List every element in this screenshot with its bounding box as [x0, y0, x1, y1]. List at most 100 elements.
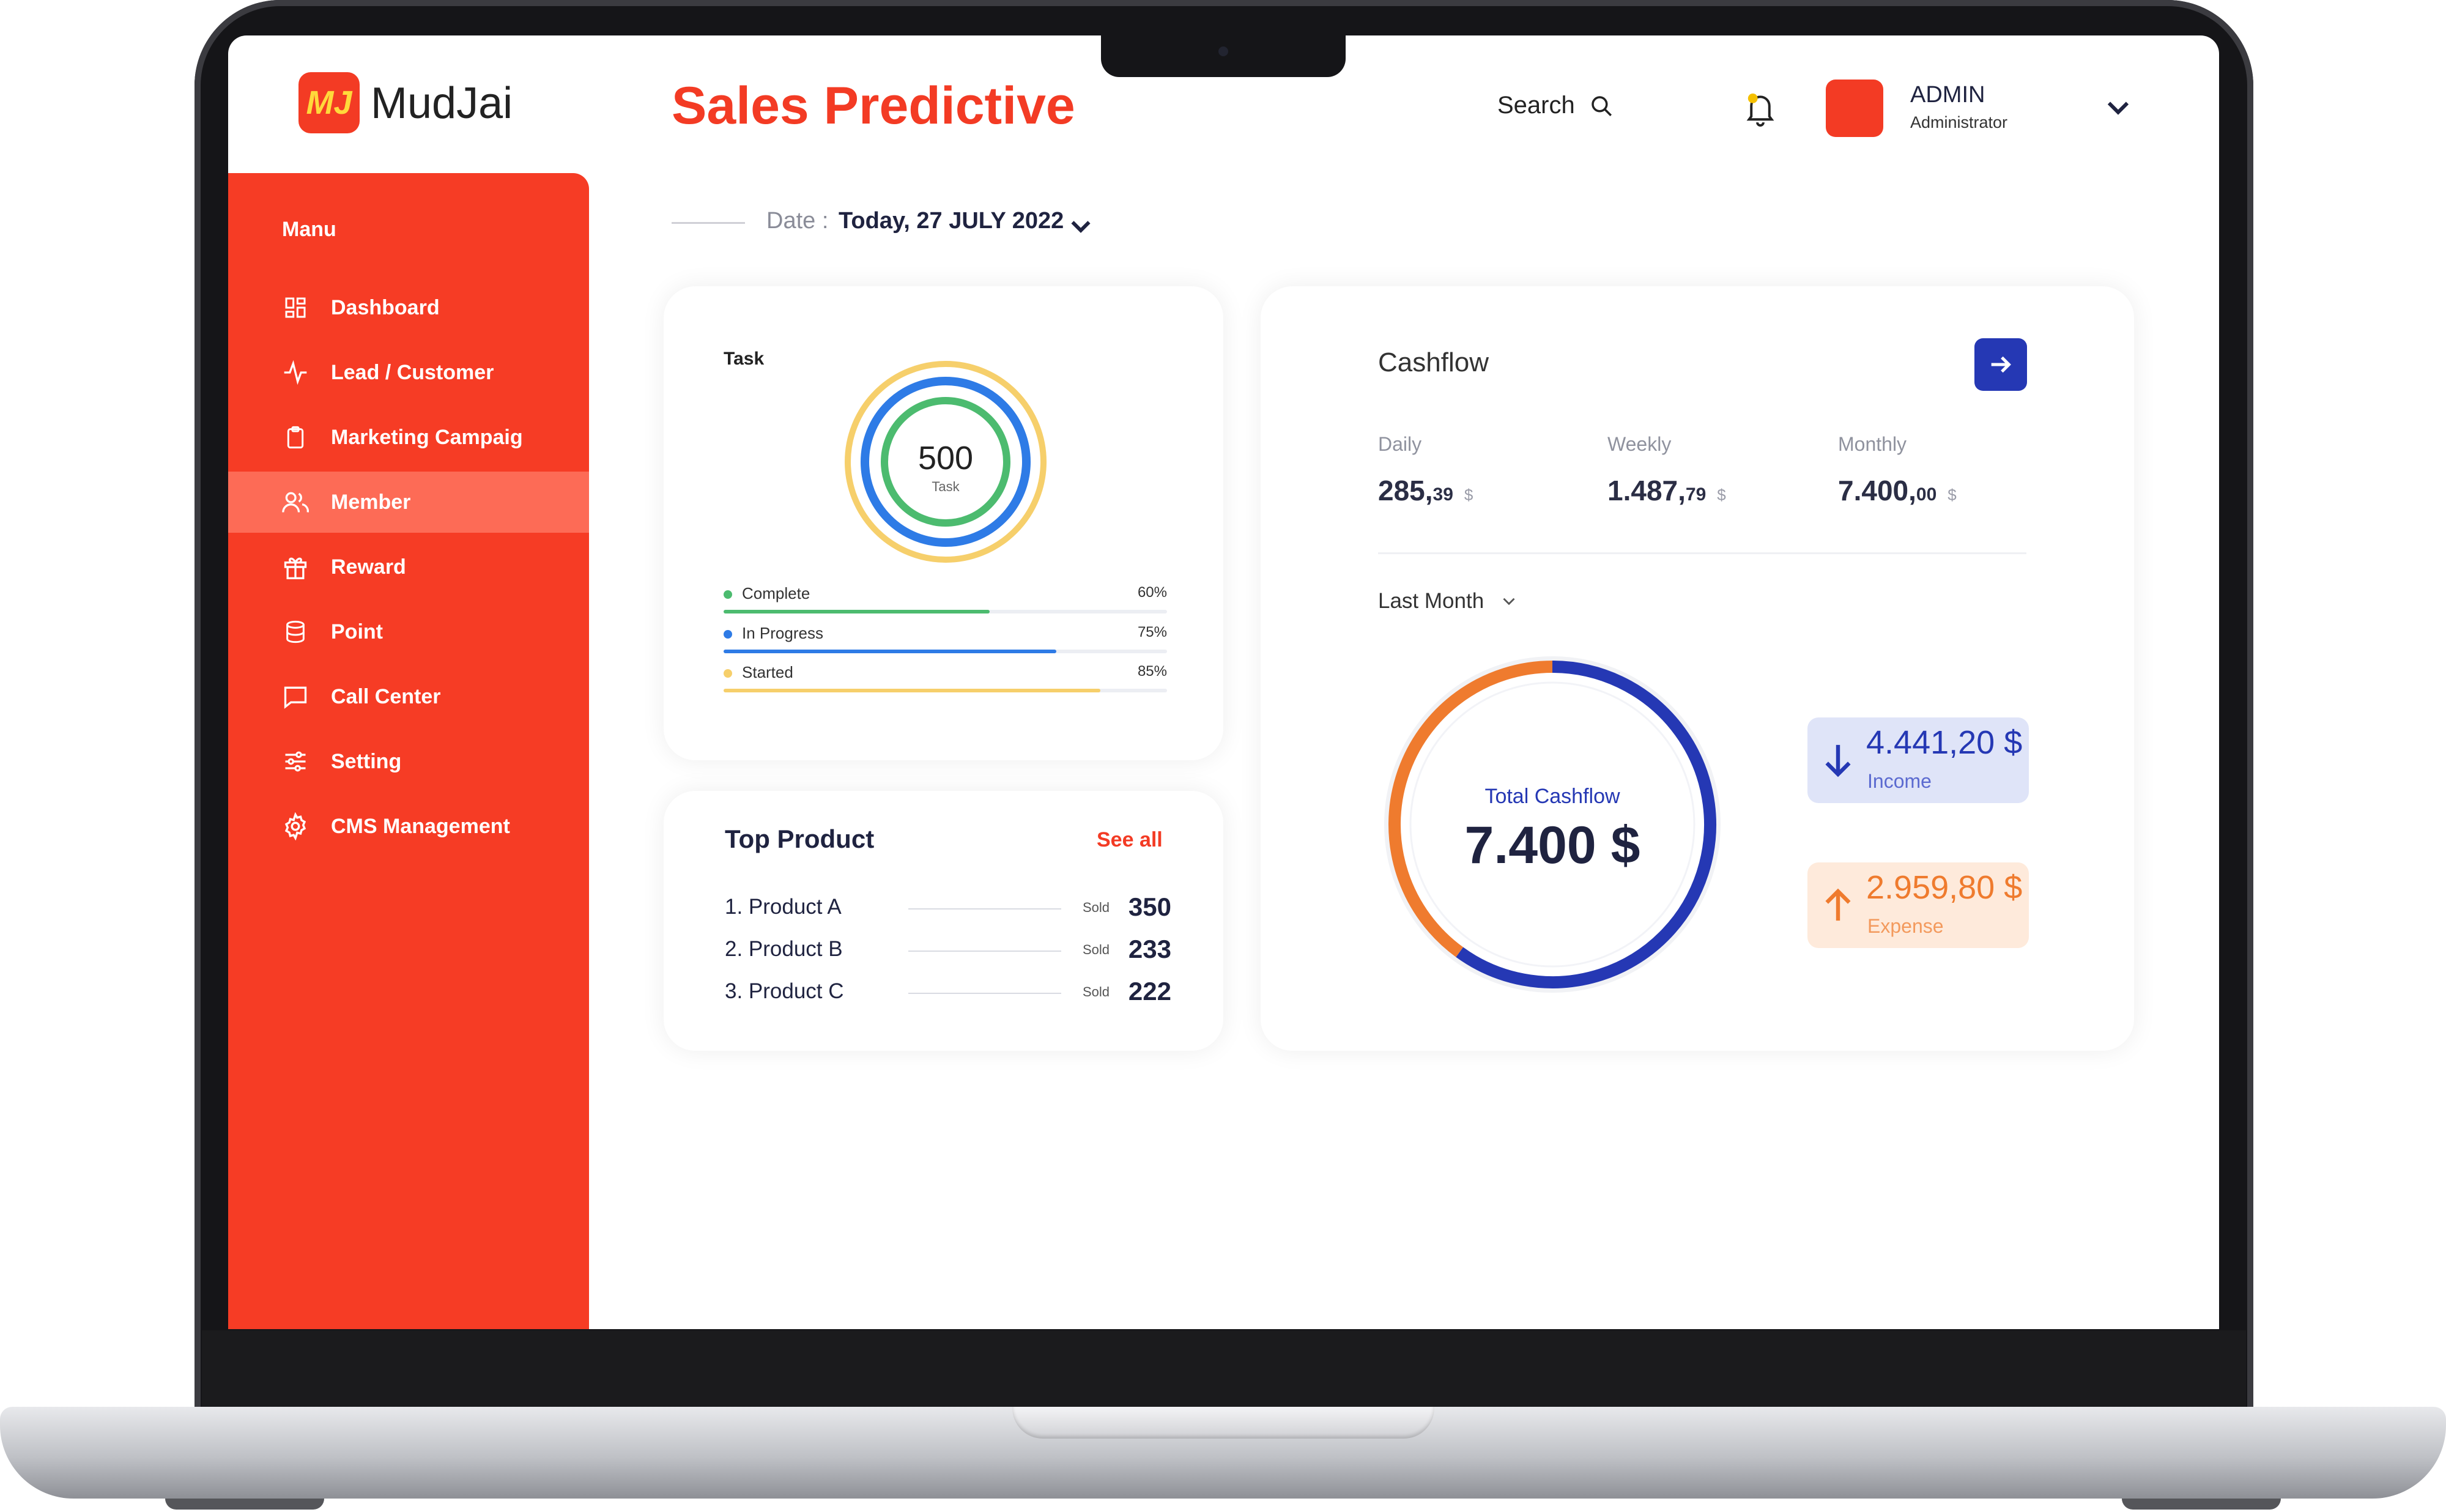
laptop-foot-right [2122, 1499, 2281, 1510]
sidebar-item-cms-management[interactable]: CMS Management [228, 796, 589, 857]
database-icon [286, 620, 305, 643]
ring-in-progress [861, 377, 1031, 547]
top-product-title: Top Product [725, 825, 875, 853]
sidebar-item-label: Point [331, 620, 383, 643]
donut-arc-expense [1388, 661, 1553, 957]
bell-icon [1746, 93, 1774, 127]
status-dot [724, 630, 732, 639]
sidebar [228, 173, 589, 1329]
avatar[interactable] [1826, 80, 1883, 137]
camera-icon [1218, 46, 1228, 56]
task-row-percent: 75% [1137, 624, 1167, 640]
screen: MJ MudJai Sales Predictive Search ADMIN … [228, 35, 2219, 1329]
sidebar-item-call-center[interactable]: Call Center [228, 666, 589, 727]
progress-track [724, 689, 1167, 692]
period-label: Weekly [1607, 433, 1672, 455]
logo-mark: MJ [298, 72, 360, 133]
task-total-label: Task [932, 479, 960, 494]
product-name: 1. Product A [725, 895, 842, 919]
period-label: Monthly [1838, 433, 1907, 455]
sidebar-item-setting[interactable]: Setting [228, 731, 589, 792]
donut-inner-ring [1409, 681, 1696, 968]
progress-fill [724, 689, 1101, 692]
period-label: Daily [1378, 433, 1422, 455]
chevron-down-icon [2107, 102, 2129, 115]
laptop-opening-notch [1012, 1407, 1434, 1439]
search-label: Search [1497, 92, 1575, 119]
period-decimal: 00 [1916, 484, 1937, 505]
arrow-right-icon [1991, 356, 2011, 373]
page-title: Sales Predictive [672, 76, 1075, 135]
date-dropdown-button[interactable] [1064, 210, 1097, 246]
grid-icon [285, 297, 306, 318]
progress-track [724, 650, 1167, 653]
brand-name: MudJai [371, 79, 513, 128]
status-dot [724, 669, 732, 678]
search-button[interactable]: Search [1497, 92, 1614, 119]
sold-label: Sold [1083, 984, 1110, 999]
see-all-link[interactable]: See all [1097, 828, 1163, 851]
status-dot [724, 590, 732, 599]
sidebar-item-label: Member [331, 490, 411, 514]
range-dropdown[interactable]: Last Month [1378, 589, 1519, 613]
income-badge: 4.441,20 $ Income [1807, 717, 2029, 803]
camera-notch [1101, 35, 1346, 77]
users-icon [282, 492, 309, 513]
task-total: 500 [917, 440, 974, 476]
cashflow-monthly: Monthly 7.400,00 $ [1838, 433, 2058, 507]
list-item: 2. Product B Sold 233 [725, 935, 1171, 974]
arrow-up-icon [1825, 888, 1851, 921]
gear-icon [284, 812, 306, 840]
user-role: Administrator [1910, 113, 2008, 132]
task-row-label: In Progress [742, 624, 823, 642]
total-cashflow-value: 7.400 $ [1464, 816, 1640, 875]
sidebar-item-dashboard[interactable]: Dashboard [228, 277, 589, 338]
range-label: Last Month [1378, 589, 1484, 613]
period-whole: 1.487, [1607, 475, 1686, 506]
sidebar-item-lead-customer[interactable]: Lead / Customer [228, 342, 589, 403]
date-value[interactable]: Today, 27 JULY 2022 [839, 208, 1064, 234]
sidebar-item-reward[interactable]: Reward [228, 536, 589, 598]
sidebar-item-member[interactable]: Member [228, 472, 589, 533]
notification-bell-button[interactable] [1742, 89, 1779, 132]
cashflow-daily: Daily 285,39 $ [1378, 433, 1598, 507]
expense-badge: 2.959,80 $ Expense [1807, 862, 2029, 948]
sold-label: Sold [1083, 900, 1110, 915]
sidebar-item-label: CMS Management [331, 814, 510, 838]
arrow-down-icon [1825, 744, 1851, 777]
period-whole: 7.400, [1838, 475, 1916, 506]
task-row-label: Started [742, 663, 793, 681]
menu-heading: Manu [282, 218, 336, 241]
period-value: 7.400,00 $ [1838, 474, 2058, 507]
account-dropdown-button[interactable] [2100, 89, 2137, 129]
divider [908, 951, 1061, 952]
divider [908, 908, 1061, 910]
sidebar-item-label: Setting [331, 749, 402, 773]
period-currency: $ [1717, 486, 1726, 504]
list-item: 3. Product C Sold 222 [725, 977, 1171, 1016]
sidebar-item-point[interactable]: Point [228, 601, 589, 662]
chevron-down-icon [1503, 598, 1515, 606]
chevron-down-icon [1071, 221, 1091, 233]
progress-fill [724, 610, 990, 613]
cashflow-open-button[interactable] [1974, 338, 2027, 391]
date-label: Date : [766, 208, 829, 234]
progress-track [724, 610, 1167, 613]
product-name: 2. Product B [725, 937, 843, 961]
income-value: 4.441,20 $ [1866, 724, 2023, 761]
period-currency: $ [1948, 486, 1957, 504]
task-rings [845, 361, 1047, 563]
divider [908, 993, 1061, 994]
list-item: 1. Product A Sold 350 [725, 892, 1171, 932]
period-whole: 285, [1378, 475, 1433, 506]
task-title: Task [724, 349, 765, 369]
sold-count: 233 [1128, 935, 1171, 963]
sidebar-item-label: Reward [331, 555, 406, 579]
period-decimal: 79 [1685, 484, 1707, 505]
task-row-label: Complete [742, 584, 810, 602]
total-cashflow-label: Total Cashflow [1484, 785, 1620, 808]
laptop-foot-left [165, 1499, 324, 1510]
expense-label: Expense [1867, 915, 1944, 937]
search-icon [1592, 95, 1612, 116]
sidebar-item-marketing-campaign[interactable]: Marketing Campaig [228, 407, 589, 468]
